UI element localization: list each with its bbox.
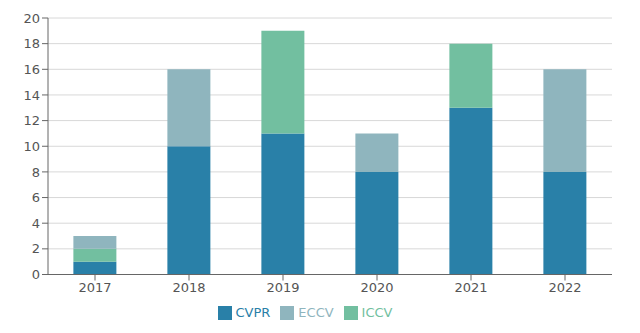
svg-text:12: 12 xyxy=(23,113,40,128)
svg-text:2022: 2022 xyxy=(548,280,581,295)
svg-text:2018: 2018 xyxy=(172,280,205,295)
svg-text:20: 20 xyxy=(23,11,40,26)
svg-text:14: 14 xyxy=(23,88,40,103)
svg-text:0: 0 xyxy=(32,267,40,282)
svg-text:4: 4 xyxy=(32,216,40,231)
svg-text:18: 18 xyxy=(23,36,40,51)
svg-text:8: 8 xyxy=(32,165,40,180)
html-text:CVPR: CVPR xyxy=(235,304,271,320)
svg-text:6: 6 xyxy=(32,190,40,205)
svg-text:2: 2 xyxy=(32,241,40,256)
svg-text:16: 16 xyxy=(23,62,40,77)
html-text:ECCV: ECCV xyxy=(298,304,334,320)
svg-text:2020: 2020 xyxy=(360,280,393,295)
html-text:ICCV: ICCV xyxy=(361,304,393,320)
svg-text:10: 10 xyxy=(23,139,40,154)
svg-text:2021: 2021 xyxy=(454,280,487,295)
svg-text:2017: 2017 xyxy=(78,280,111,295)
svg-text:2019: 2019 xyxy=(266,280,299,295)
